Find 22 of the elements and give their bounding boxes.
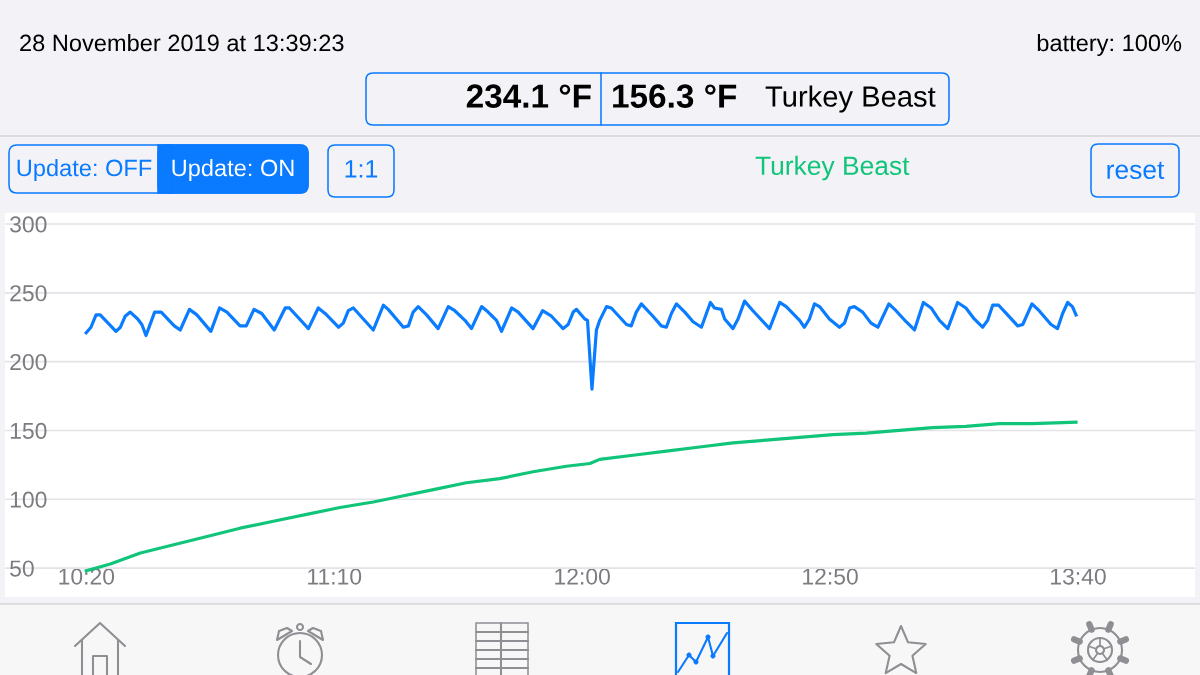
text: Turkey Beast xyxy=(755,155,910,181)
x-tick-label: 12:00 xyxy=(555,568,610,585)
chart-title: 28 November 2019 at 13:39:23 xyxy=(20,34,344,52)
y-tick-label: 200 xyxy=(10,353,47,371)
text: 1:1 xyxy=(345,160,378,178)
x-tick-label: 12:50 xyxy=(803,568,858,585)
text: battery: 100% xyxy=(1037,34,1182,56)
x-tick-label: 13:40 xyxy=(1051,568,1106,585)
y-tick-label: 100 xyxy=(10,491,47,508)
text: Update: ON xyxy=(172,159,294,181)
y-tick-label: 150 xyxy=(10,422,47,439)
line-series xyxy=(84,299,1078,391)
y-tick-label: 300 xyxy=(10,216,47,233)
x-tick-label: 10:20 xyxy=(59,568,115,585)
text: Turkey Beast xyxy=(765,85,936,113)
x-tick-label: 11:10 xyxy=(308,568,362,585)
text: reset xyxy=(1107,161,1165,180)
y-tick-label: 250 xyxy=(10,285,47,302)
text: 156.3 °F xyxy=(613,84,737,108)
text: Update: OFF xyxy=(17,159,152,181)
y-tick-label: 50 xyxy=(10,560,34,577)
text: 234.1 °F xyxy=(466,84,591,108)
